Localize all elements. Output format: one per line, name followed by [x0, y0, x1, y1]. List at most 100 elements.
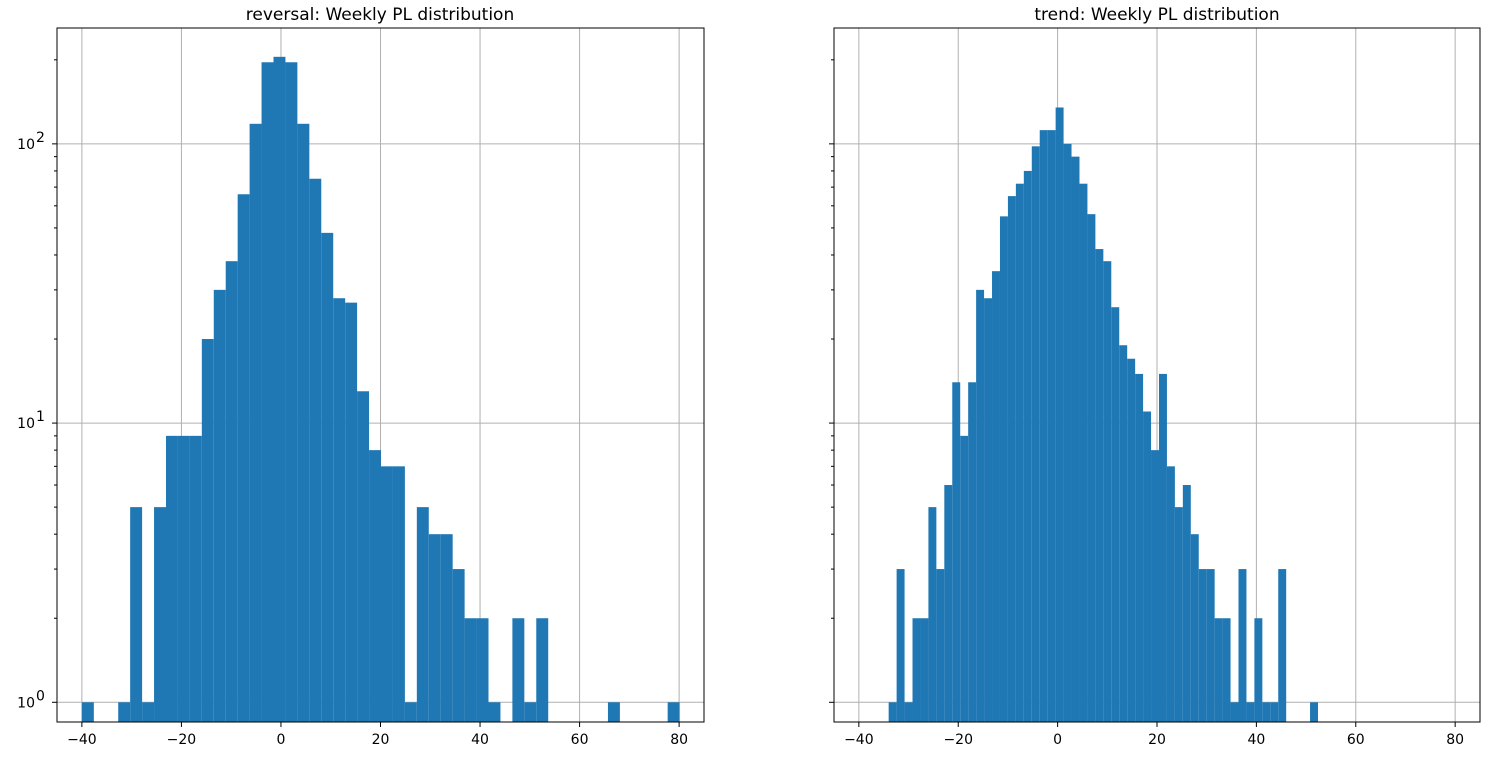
- trend-histogram-bar: [1246, 702, 1255, 722]
- reversal-histogram-bar: [261, 62, 274, 723]
- reversal-x-tick-label: 80: [670, 732, 688, 748]
- reversal-histogram-bar: [213, 289, 226, 722]
- reversal-histogram-bar: [225, 261, 238, 722]
- reversal-y-tick-label: 10: [17, 416, 35, 432]
- trend-histogram-bar: [992, 271, 1000, 722]
- trend-histogram-bar: [1103, 261, 1112, 722]
- reversal-histogram-bar: [321, 232, 334, 723]
- trend-x-tick-label: 0: [1053, 732, 1062, 748]
- trend-histogram-bar: [1222, 618, 1231, 722]
- trend-histogram-bar: [1095, 249, 1104, 722]
- reversal-histogram-bar: [524, 702, 537, 722]
- reversal-histogram-bar: [285, 62, 298, 723]
- trend-histogram-bar: [1055, 107, 1064, 723]
- reversal-x-tick-label: 60: [571, 732, 589, 748]
- trend-chart-title: trend: Weekly PL distribution: [1034, 5, 1279, 25]
- trend-histogram-bar: [1151, 450, 1159, 722]
- reversal-histogram-bar: [249, 123, 262, 723]
- trend-histogram-bar: [1007, 196, 1016, 722]
- trend-histogram-bar: [952, 382, 961, 722]
- trend-histogram-bar: [1127, 358, 1136, 722]
- reversal-histogram-bar: [476, 618, 489, 722]
- reversal-x-tick-label: −40: [67, 732, 97, 748]
- reversal-histogram-bar: [667, 702, 680, 722]
- reversal-histogram-bar: [273, 56, 286, 723]
- reversal-histogram-panel: reversal: Weekly PL distribution −40 −20 0…: [17, 5, 705, 748]
- trend-histogram-bar: [1111, 307, 1120, 722]
- trend-histogram-bar: [1087, 214, 1096, 723]
- trend-histogram-bar: [1158, 373, 1167, 722]
- trend-x-tick-label: 20: [1148, 732, 1166, 748]
- trend-histogram-bar: [888, 702, 897, 722]
- trend-histogram-bar: [1135, 373, 1144, 722]
- reversal-y-tick-exponent: 2: [36, 130, 45, 146]
- trend-histogram-bar: [1015, 183, 1024, 722]
- trend-histogram-bar: [1198, 569, 1207, 722]
- reversal-histogram-bar: [189, 435, 202, 722]
- trend-histogram-bar: [960, 435, 969, 722]
- reversal-histogram-bar: [142, 702, 155, 722]
- reversal-histogram-bar: [130, 507, 143, 722]
- reversal-histogram-bar: [452, 569, 465, 722]
- reversal-histogram-bar: [177, 435, 190, 722]
- reversal-histogram-bar: [428, 534, 441, 722]
- trend-histogram-bar: [904, 702, 913, 722]
- trend-histogram-bar: [1214, 618, 1223, 722]
- reversal-histogram-bar: [297, 123, 310, 723]
- trend-histogram-bar: [1182, 485, 1191, 722]
- trend-histogram-bar: [1143, 411, 1152, 722]
- trend-histogram-bar: [1166, 466, 1175, 722]
- reversal-x-tick-label: 0: [277, 732, 286, 748]
- trend-histogram-bar: [896, 569, 905, 722]
- reversal-x-tick-label: 20: [372, 732, 390, 748]
- trend-histogram-bar: [1310, 702, 1319, 722]
- reversal-histogram-bar: [380, 466, 393, 722]
- reversal-x-tick-label: −20: [167, 732, 197, 748]
- reversal-histogram-bar: [440, 534, 453, 722]
- reversal-histogram-bar: [464, 618, 477, 722]
- reversal-histogram-bar: [512, 618, 525, 722]
- trend-histogram-bar: [928, 507, 937, 722]
- reversal-y-tick-exponent: 1: [36, 409, 45, 425]
- trend-histogram-bar: [984, 298, 993, 722]
- trend-histogram-bar: [1079, 183, 1088, 722]
- trend-histogram-bar: [1119, 345, 1128, 722]
- trend-histogram-bar: [1230, 702, 1239, 722]
- trend-histogram-bar: [1190, 534, 1199, 722]
- trend-x-tick-label: −40: [844, 732, 874, 748]
- reversal-histogram-bar: [309, 178, 322, 722]
- reversal-histogram-bar: [333, 298, 346, 722]
- trend-histogram-bar: [1174, 507, 1183, 722]
- trend-histogram-bar: [1262, 702, 1271, 722]
- trend-x-tick-label: 60: [1347, 732, 1365, 748]
- reversal-histogram-bar: [154, 507, 166, 722]
- trend-histogram-bar: [968, 382, 977, 722]
- trend-x-tick-label: 80: [1446, 732, 1464, 748]
- trend-histogram-bar: [1206, 569, 1215, 722]
- trend-histogram-bar: [1238, 569, 1247, 722]
- trend-histogram-panel: trend: Weekly PL distribution −40 −20 0 20 4…: [829, 5, 1481, 748]
- reversal-y-tick-label: 10: [17, 137, 35, 153]
- reversal-histogram-bar: [416, 507, 429, 722]
- trend-histogram-bar: [976, 289, 985, 722]
- reversal-histogram-bar: [237, 194, 250, 723]
- reversal-histogram-bar: [369, 450, 381, 722]
- trend-histogram-bar: [1278, 569, 1287, 722]
- trend-x-tick-label: 40: [1247, 732, 1265, 748]
- trend-x-tick-label: −20: [943, 732, 973, 748]
- reversal-histogram-bar: [536, 618, 549, 722]
- reversal-y-tick-label: 10: [17, 695, 35, 711]
- trend-histogram-bar: [944, 485, 953, 722]
- reversal-histogram-bar: [81, 702, 94, 722]
- trend-histogram-bar: [1254, 618, 1263, 722]
- reversal-y-tick-exponent: 0: [36, 688, 45, 704]
- trend-histogram-bar: [920, 618, 929, 722]
- reversal-histogram-bar: [201, 339, 214, 722]
- trend-histogram-bar: [1047, 130, 1056, 722]
- reversal-histogram-bar: [165, 435, 178, 722]
- trend-histogram-bar: [936, 569, 945, 722]
- trend-histogram-bar: [1063, 143, 1072, 723]
- trend-histogram-bar: [1031, 146, 1040, 722]
- trend-histogram-bar: [1071, 156, 1080, 722]
